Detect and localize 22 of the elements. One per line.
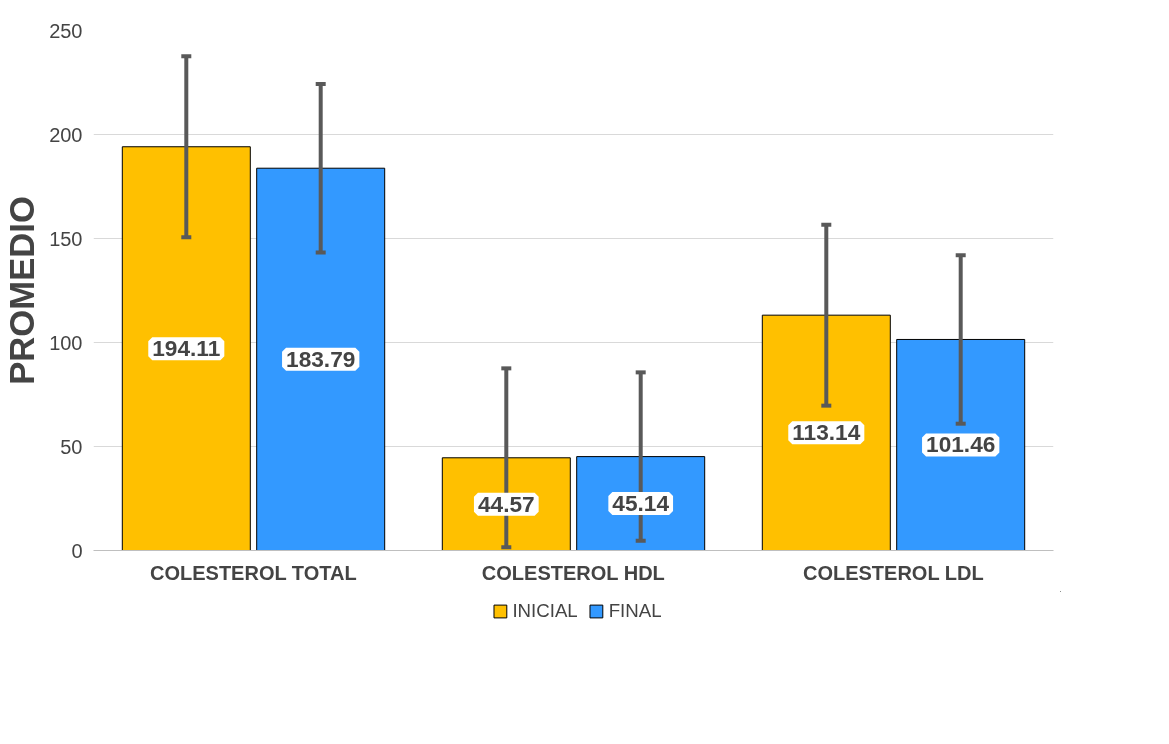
data-label: 101.46 [926,431,996,458]
bar [256,167,386,551]
legend-label: FINAL [608,600,662,622]
y-tick-label: 0 [71,539,83,562]
bar [121,146,251,551]
y-axis-title: PROMEDIO [3,196,42,385]
x-tick-label: COLESTEROL TOTAL [149,561,357,584]
data-label: 183.79 [286,345,356,372]
bar [896,338,1026,551]
y-tick-label: 200 [49,123,83,146]
y-tick-label: 100 [49,331,83,354]
y-tick-label: 250 [49,19,83,42]
y-tick-label: 150 [49,227,83,250]
data-label: 44.57 [477,490,535,517]
legend-label: INICIAL [512,600,578,622]
x-tick-label: COLESTEROL HDL [481,561,665,584]
data-label: 194.11 [152,335,221,362]
bar [761,314,891,551]
y-tick-label: 50 [60,435,83,458]
data-label: 113.14 [792,419,861,446]
data-label: 45.14 [612,490,670,517]
x-tick-label: COLESTEROL LDL [802,561,984,584]
